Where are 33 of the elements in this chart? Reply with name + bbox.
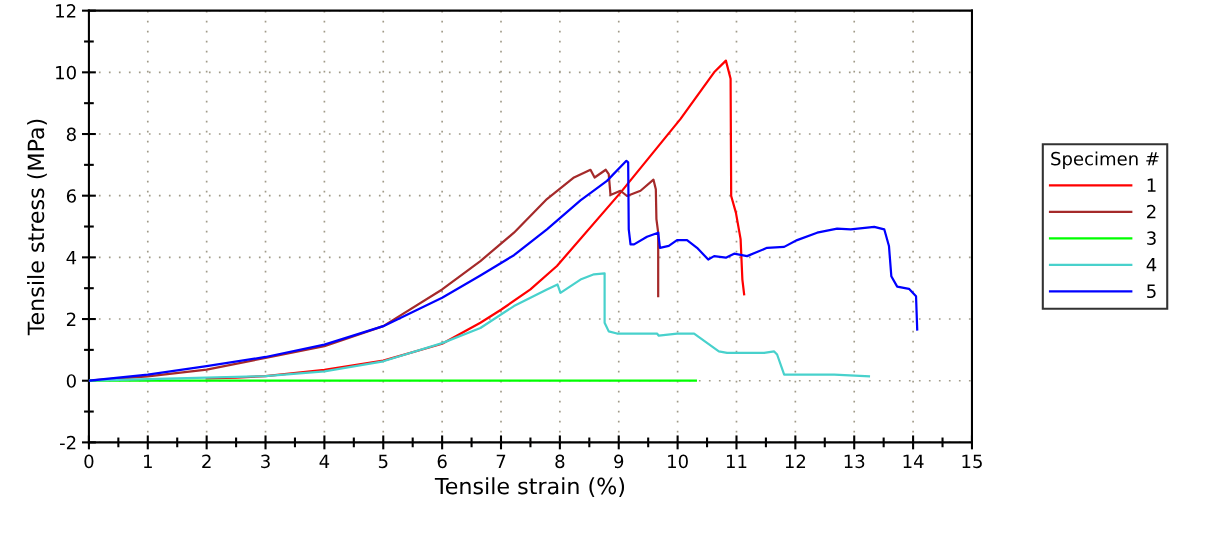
legend-label: 1 (1147, 178, 1156, 192)
x-tick-label: 12 (785, 454, 806, 468)
y-tick-label: 0 (66, 374, 76, 388)
x-tick-label: 14 (903, 454, 924, 468)
y-tick-label: -2 (59, 435, 76, 450)
y-tick-label: 10 (56, 65, 76, 80)
x-tick-label: 4 (319, 454, 330, 468)
x-tick-label: 15 (962, 454, 982, 469)
legend-title: Specimen # (1051, 151, 1159, 170)
y-tick-label: 2 (66, 312, 76, 326)
legend-label: 2 (1147, 204, 1156, 219)
x-tick-label: 3 (261, 454, 270, 469)
x-axis-title: Tensile strain (%) (434, 477, 625, 498)
x-tick-label: 13 (844, 454, 865, 469)
y-axis-title: Tensile stress (MPa) (27, 119, 47, 336)
x-tick-label: 8 (555, 454, 565, 469)
y-tick-label: 8 (66, 127, 76, 142)
x-tick-label: 7 (496, 454, 506, 468)
legend-label: 5 (1147, 284, 1156, 299)
x-tick-label: 5 (378, 454, 388, 469)
legend-label: 3 (1147, 231, 1156, 246)
x-tick-label: 10 (668, 454, 688, 469)
x-tick-label: 9 (614, 454, 624, 469)
y-tick-label: 12 (56, 4, 76, 18)
x-tick-label: 1 (144, 454, 152, 468)
line-series (88, 159, 919, 382)
x-tick-label: 2 (202, 454, 211, 468)
x-tick-label: 11 (726, 454, 747, 468)
x-tick-label: 6 (437, 454, 447, 469)
y-tick-label: 6 (66, 189, 76, 203)
legend-label: 4 (1146, 258, 1157, 272)
x-tick-label: 0 (84, 454, 94, 469)
y-tick-label: 4 (66, 251, 77, 265)
